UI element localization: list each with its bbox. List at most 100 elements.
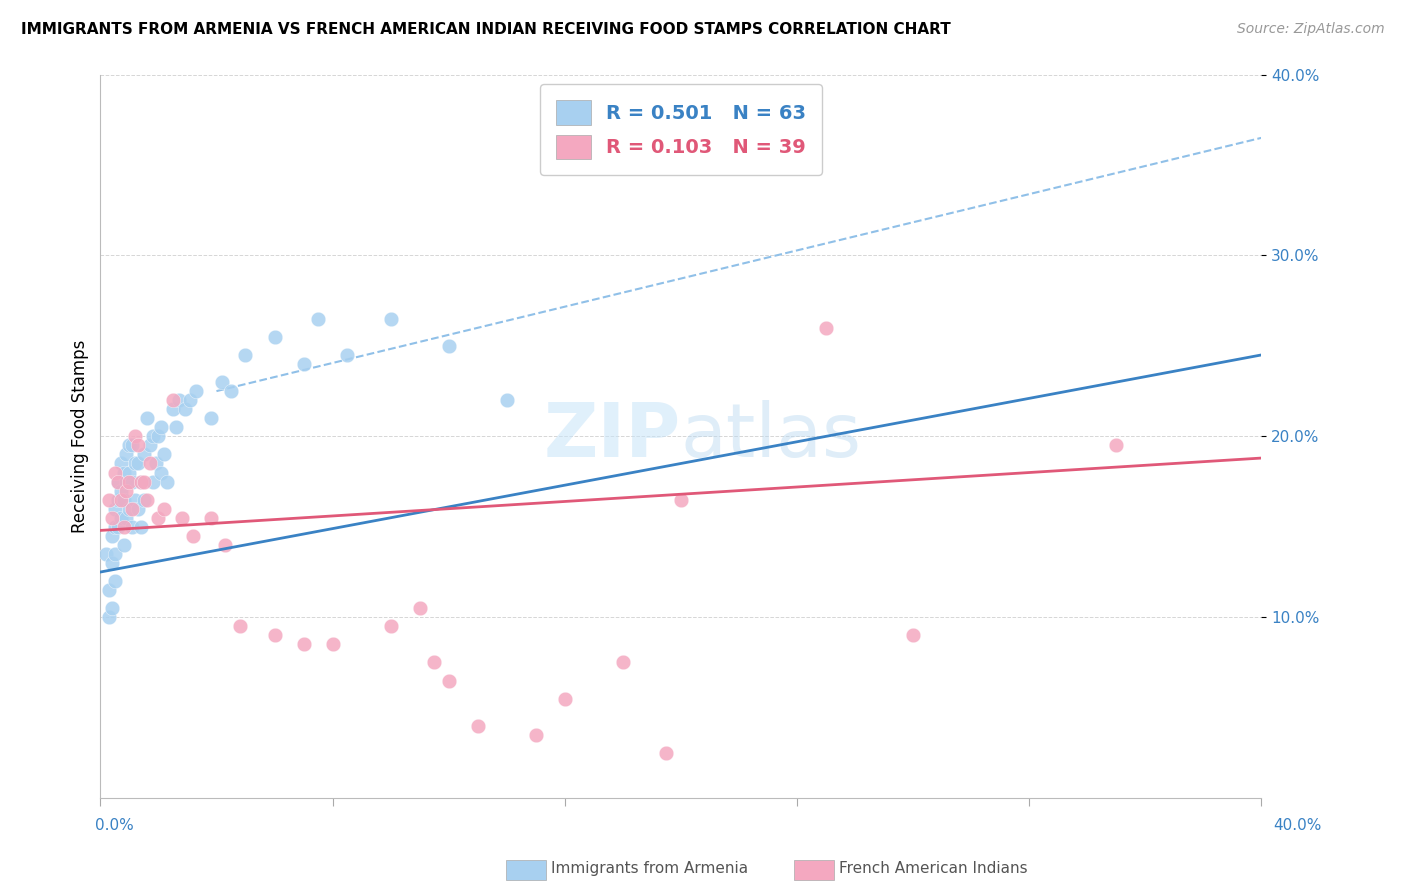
Point — [115, 447, 138, 461]
Point — [121, 520, 143, 534]
Point — [228, 619, 250, 633]
Point — [124, 457, 146, 471]
Point — [127, 457, 149, 471]
Point — [98, 610, 121, 624]
Point — [118, 475, 141, 489]
Point — [380, 619, 402, 633]
Point — [115, 510, 138, 524]
Point — [138, 457, 160, 471]
Point — [121, 475, 143, 489]
Point — [814, 320, 837, 334]
Point — [336, 348, 359, 362]
Point — [162, 393, 184, 408]
Point — [173, 402, 195, 417]
Point — [153, 501, 176, 516]
Point — [104, 574, 127, 588]
Point — [165, 420, 187, 434]
Point — [115, 475, 138, 489]
Point — [467, 719, 489, 733]
Point — [104, 547, 127, 561]
Point — [118, 501, 141, 516]
Point — [101, 601, 124, 615]
Point — [110, 483, 132, 498]
Point — [142, 429, 165, 443]
Text: 40.0%: 40.0% — [1272, 819, 1322, 833]
Point — [132, 492, 155, 507]
Point — [110, 510, 132, 524]
Point — [292, 637, 315, 651]
Point — [98, 492, 121, 507]
Point — [132, 475, 155, 489]
Point — [307, 311, 329, 326]
Point — [127, 501, 149, 516]
Point — [150, 420, 173, 434]
Point — [162, 402, 184, 417]
Point — [554, 691, 576, 706]
Text: 0.0%: 0.0% — [94, 819, 134, 833]
Text: IMMIGRANTS FROM ARMENIA VS FRENCH AMERICAN INDIAN RECEIVING FOOD STAMPS CORRELAT: IMMIGRANTS FROM ARMENIA VS FRENCH AMERIC… — [21, 22, 950, 37]
Text: atlas: atlas — [681, 400, 862, 473]
Point — [135, 411, 157, 425]
Point — [901, 628, 924, 642]
Point — [148, 429, 170, 443]
Point — [263, 628, 285, 642]
Point — [98, 583, 121, 598]
Point — [112, 538, 135, 552]
Point — [118, 438, 141, 452]
Point — [104, 466, 127, 480]
Point — [156, 475, 179, 489]
Point — [148, 510, 170, 524]
Point — [118, 466, 141, 480]
Point — [124, 492, 146, 507]
Point — [127, 438, 149, 452]
Text: ZIP: ZIP — [544, 400, 681, 473]
Y-axis label: Receiving Food Stamps: Receiving Food Stamps — [72, 340, 89, 533]
Point — [121, 438, 143, 452]
Point — [138, 438, 160, 452]
Text: French American Indians: French American Indians — [839, 862, 1028, 876]
Point — [107, 492, 129, 507]
Point — [170, 510, 193, 524]
Point — [1105, 438, 1128, 452]
Point — [135, 492, 157, 507]
Point — [96, 547, 118, 561]
Point — [107, 520, 129, 534]
Point — [408, 601, 430, 615]
Point — [186, 384, 208, 398]
Point — [142, 475, 165, 489]
Point — [104, 520, 127, 534]
Point — [110, 457, 132, 471]
Point — [132, 447, 155, 461]
Point — [437, 339, 460, 353]
Point — [150, 466, 173, 480]
Point — [235, 348, 257, 362]
Point — [200, 411, 222, 425]
Point — [112, 466, 135, 480]
Point — [112, 492, 135, 507]
Point — [112, 520, 135, 534]
Point — [101, 529, 124, 543]
Point — [181, 529, 204, 543]
Point — [107, 475, 129, 489]
Point — [423, 656, 446, 670]
Point — [655, 746, 678, 760]
Point — [524, 728, 547, 742]
Point — [179, 393, 201, 408]
Point — [380, 311, 402, 326]
Point — [200, 510, 222, 524]
Point — [167, 393, 190, 408]
Point — [107, 475, 129, 489]
Point — [292, 357, 315, 371]
Point — [669, 492, 692, 507]
Point — [129, 475, 152, 489]
Point — [129, 520, 152, 534]
Point — [263, 330, 285, 344]
Point — [124, 429, 146, 443]
Point — [115, 483, 138, 498]
Point — [612, 656, 634, 670]
Point — [322, 637, 344, 651]
Point — [129, 475, 152, 489]
Point — [219, 384, 242, 398]
Point — [211, 375, 233, 389]
Point — [214, 538, 236, 552]
